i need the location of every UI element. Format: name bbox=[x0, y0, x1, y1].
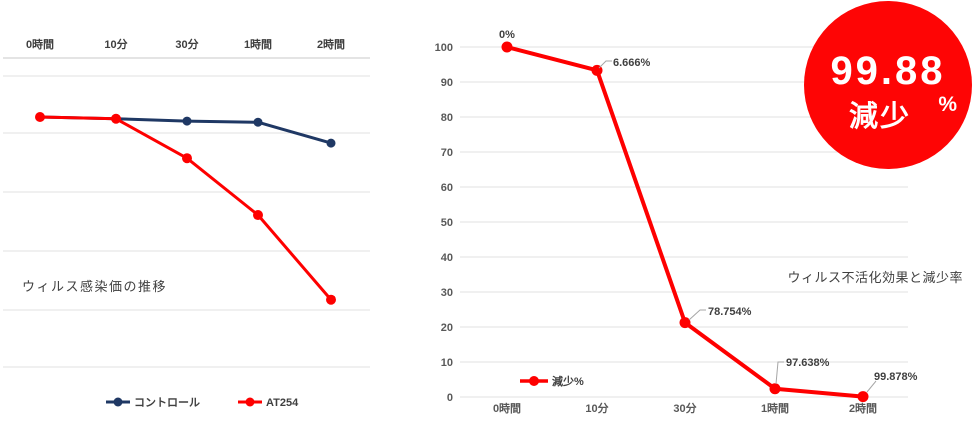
point-label: 6.666% bbox=[613, 57, 651, 69]
legend-label: コントロール bbox=[134, 396, 200, 409]
right-y-label: 30 bbox=[441, 287, 453, 299]
legend-marker-dot bbox=[245, 397, 255, 407]
right-y-label: 20 bbox=[441, 322, 453, 334]
legend-marker-dot bbox=[529, 376, 539, 386]
data-point-at254 bbox=[111, 113, 121, 124]
series-line-at254 bbox=[38, 115, 333, 302]
leader-line bbox=[866, 380, 877, 393]
leader-line bbox=[775, 361, 784, 385]
right-y-label: 80 bbox=[441, 112, 453, 124]
badge-label: 減少 bbox=[848, 101, 911, 133]
point-label: 0% bbox=[499, 29, 515, 41]
right-x-label: 2時間 bbox=[849, 401, 877, 415]
data-point-reduction bbox=[857, 391, 869, 403]
legend-label: 減少% bbox=[552, 374, 584, 388]
right-x-label: 10分 bbox=[585, 401, 608, 415]
right-x-label: 0時間 bbox=[493, 401, 521, 415]
point-label: 99.878% bbox=[874, 371, 918, 383]
badge-percent-sign: % bbox=[938, 93, 957, 116]
left-chart-title: ウィルス感染価の推移 bbox=[22, 279, 168, 294]
point-label: 78.754% bbox=[708, 306, 752, 318]
leader-line bbox=[688, 309, 706, 321]
left-x-label: 0時間 bbox=[26, 37, 54, 51]
data-point-at254 bbox=[253, 210, 263, 221]
right-y-label: 40 bbox=[441, 252, 453, 264]
right-y-label: 100 bbox=[435, 42, 453, 54]
data-point-control bbox=[326, 138, 336, 148]
right-x-label: 1時間 bbox=[761, 401, 789, 415]
data-point-at254 bbox=[182, 153, 192, 164]
left-x-label: 30分 bbox=[175, 37, 198, 51]
badge-value: 99.88 bbox=[830, 49, 946, 93]
leader-line bbox=[598, 60, 612, 69]
right-y-label: 50 bbox=[441, 217, 453, 229]
right-y-label: 70 bbox=[441, 147, 453, 159]
right-y-label: 10 bbox=[441, 357, 453, 369]
data-point-control bbox=[253, 117, 263, 127]
right-chart-title: ウィルス不活化効果と減少率 bbox=[787, 270, 963, 285]
left-x-label: 10分 bbox=[104, 37, 127, 51]
right-y-label: 0 bbox=[447, 392, 453, 404]
left-x-label: 1時間 bbox=[244, 37, 272, 51]
data-point-reduction bbox=[501, 41, 513, 53]
point-label: 97.638% bbox=[786, 357, 830, 369]
legend-marker-dot bbox=[113, 397, 123, 407]
right-y-label: 90 bbox=[441, 77, 453, 89]
left-x-label: 2時間 bbox=[317, 37, 345, 51]
data-point-at254 bbox=[35, 112, 45, 123]
data-point-control bbox=[182, 116, 192, 126]
right-y-label: 60 bbox=[441, 182, 453, 194]
legend-label: AT254 bbox=[266, 397, 299, 409]
data-point-reduction bbox=[769, 383, 781, 395]
right-x-label: 30分 bbox=[673, 401, 696, 415]
reduction-badge: 99.88 減少 % bbox=[804, 1, 972, 169]
data-point-reduction bbox=[679, 317, 691, 329]
data-point-at254 bbox=[326, 294, 336, 305]
